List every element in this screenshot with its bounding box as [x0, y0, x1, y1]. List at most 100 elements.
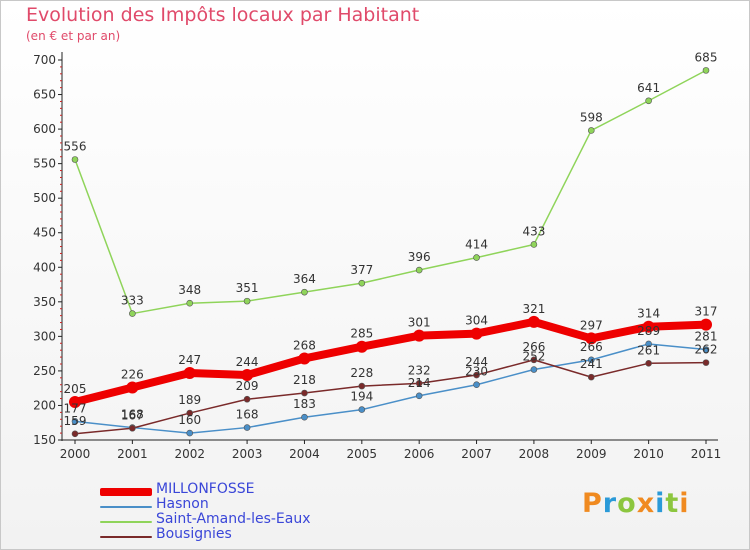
y-tick-label: 600 [33, 122, 56, 136]
data-point [301, 389, 308, 397]
data-point [71, 430, 79, 438]
data-point [530, 366, 538, 373]
x-tick-label: 2000 [60, 447, 91, 461]
data-point [358, 279, 366, 287]
x-tick-label: 2011 [691, 447, 722, 461]
data-point [298, 352, 311, 365]
data-label: 301 [408, 316, 431, 330]
brand-logo: Proxiti [582, 488, 690, 519]
data-label: 232 [408, 363, 431, 377]
data-point [700, 318, 712, 331]
data-point [243, 395, 251, 403]
x-tick-label: 2004 [289, 447, 320, 461]
data-label: 268 [293, 338, 316, 352]
data-label: 209 [236, 379, 259, 393]
data-label: 177 [64, 401, 87, 415]
data-point [587, 356, 595, 364]
data-point [243, 424, 251, 431]
data-label: 281 [695, 329, 718, 343]
data-label: 285 [350, 327, 373, 341]
y-tick-label: 700 [33, 53, 56, 67]
data-label: 244 [236, 355, 259, 369]
data-label: 205 [64, 382, 87, 396]
data-point [301, 288, 308, 296]
y-tick-label: 300 [33, 329, 56, 343]
data-label: 317 [695, 305, 718, 319]
data-label: 241 [580, 357, 603, 371]
data-label: 262 [695, 343, 718, 357]
y-tick-label: 400 [33, 260, 56, 274]
brand-letter: o [617, 488, 637, 519]
brand-letter: r [602, 488, 618, 519]
data-label: 183 [293, 397, 316, 411]
data-point [702, 67, 710, 74]
x-tick-label: 2005 [347, 447, 378, 461]
data-label: 266 [522, 340, 545, 354]
data-label: 433 [522, 224, 545, 238]
data-label: 214 [408, 376, 431, 390]
chart-subtitle: (en € et par an) [26, 29, 121, 43]
data-label: 364 [293, 272, 316, 286]
chart-title: Evolution des Impôts locaux par Habitant [26, 4, 420, 26]
legend-swatch [100, 506, 152, 508]
data-point [473, 371, 480, 379]
legend-swatch [100, 488, 152, 496]
y-tick-label: 450 [33, 226, 56, 240]
data-label: 168 [121, 408, 144, 422]
y-tick-label: 150 [33, 433, 56, 447]
data-point [585, 332, 598, 345]
y-tick-label: 650 [33, 88, 56, 102]
data-point [415, 380, 423, 387]
data-point [473, 381, 480, 389]
legend-label: MILLONFOSSE [156, 481, 255, 497]
x-tick-label: 2003 [232, 447, 263, 461]
data-label: 266 [580, 340, 603, 354]
data-point [71, 156, 79, 163]
y-tick-label: 550 [33, 157, 56, 171]
data-point [587, 127, 595, 134]
data-label: 377 [350, 263, 373, 277]
data-point [415, 266, 423, 274]
data-label: 314 [637, 307, 660, 321]
x-tick-label: 2007 [461, 447, 492, 461]
legend-label: Hasnon [156, 496, 209, 512]
data-point [126, 381, 139, 394]
data-label: 304 [465, 314, 488, 328]
data-point [415, 392, 423, 400]
y-tick-label: 350 [33, 295, 56, 309]
y-tick-label: 250 [33, 364, 56, 378]
data-point [530, 356, 538, 364]
data-point [702, 346, 710, 353]
data-point [642, 320, 655, 333]
data-point [71, 418, 79, 425]
series-line-1 [74, 343, 707, 434]
legend-swatch [100, 536, 152, 538]
data-label: 297 [580, 318, 603, 332]
series-line-2 [74, 69, 707, 315]
brand-letter: t [665, 488, 680, 519]
data-point [645, 97, 652, 105]
data-point [527, 315, 540, 328]
x-tick-label: 2010 [633, 447, 664, 461]
data-point [645, 360, 652, 367]
data-label: 641 [637, 81, 660, 95]
data-label: 168 [236, 408, 259, 422]
data-label: 247 [178, 353, 201, 367]
legend-label: Bousignies [156, 526, 232, 542]
series-line-3 [74, 359, 707, 435]
data-label: 194 [350, 390, 373, 404]
legend-swatch [100, 521, 152, 523]
data-point [530, 241, 538, 248]
data-point [186, 409, 194, 417]
data-point [473, 254, 480, 261]
x-tick-label: 2006 [404, 447, 435, 461]
data-point [470, 327, 483, 340]
data-label: 685 [695, 50, 718, 64]
data-label: 321 [522, 302, 545, 316]
data-point [69, 396, 81, 408]
x-tick-label: 2001 [117, 447, 148, 461]
data-label: 226 [121, 367, 144, 381]
data-label: 230 [465, 365, 488, 379]
data-point [587, 373, 595, 381]
